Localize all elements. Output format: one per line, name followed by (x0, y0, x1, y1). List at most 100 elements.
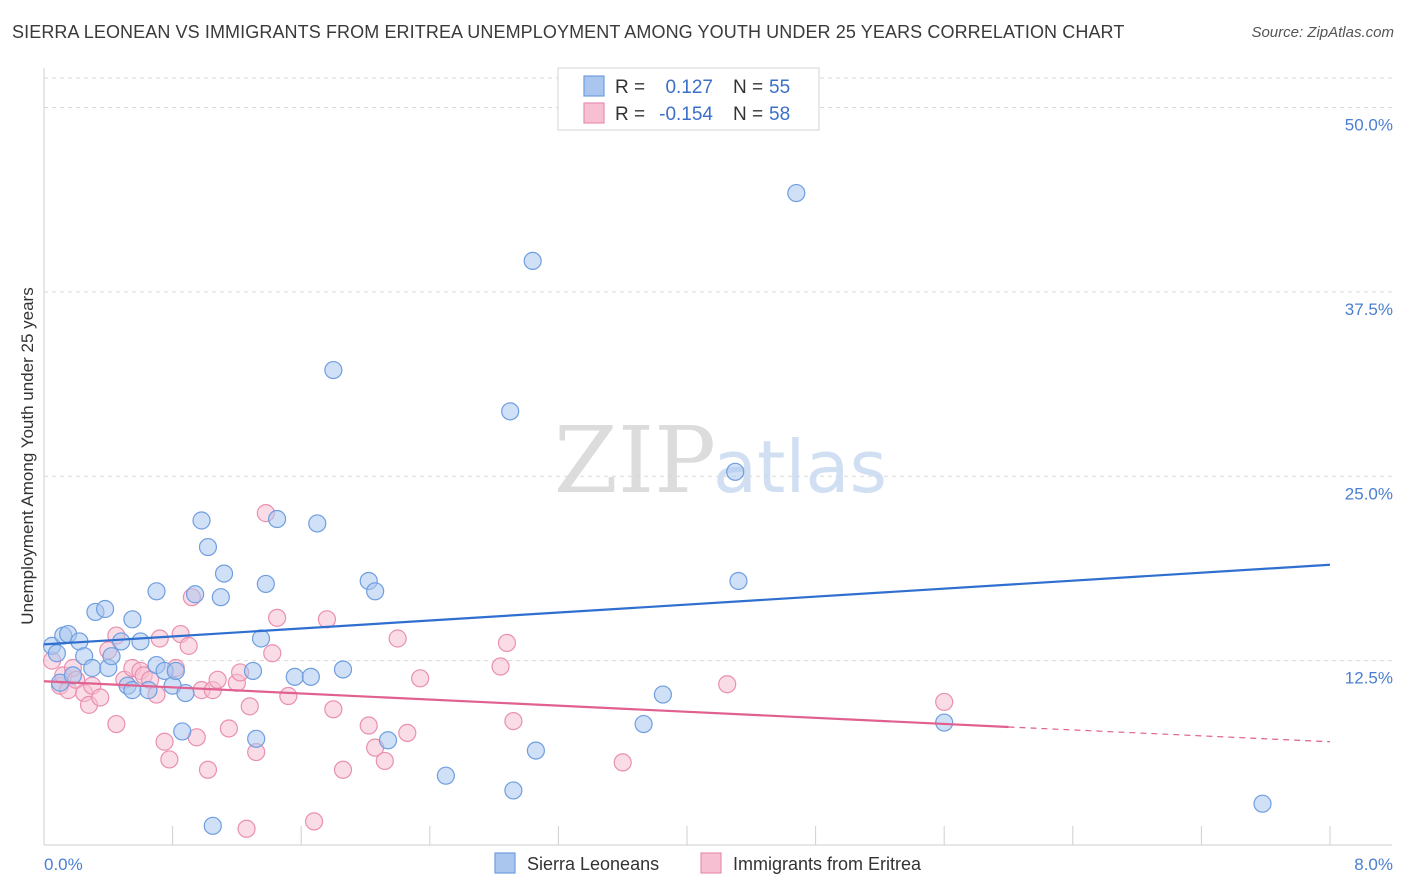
sierra-leonean-point (95, 599, 115, 619)
eritrea-point (179, 636, 198, 655)
eritrea-point (388, 629, 407, 648)
eritrea-point (375, 751, 394, 771)
legend-n-value-pink: 58 (769, 104, 790, 125)
eritrea-point (208, 670, 227, 689)
eritrea-point (411, 669, 430, 688)
eritrea-point (263, 644, 282, 663)
legend-r-label-pink: R = (615, 104, 645, 125)
sierra-leonean-point (243, 661, 263, 681)
sierra-leonean-point (366, 582, 385, 601)
eritrea-point (107, 714, 126, 734)
eritrea-point (333, 760, 353, 779)
sierra-leonean-point (173, 722, 192, 741)
bottom-legend-label-pink: Immigrants from Eritrea (733, 854, 922, 874)
sierra-leonean-point (634, 714, 653, 734)
y-tick-label: 50.0% (1345, 116, 1393, 135)
sierra-leonean-point (1253, 794, 1272, 813)
sierra-leonean-point (436, 766, 455, 785)
eritrea-point (160, 750, 179, 769)
sierra-leonean-point (147, 582, 166, 601)
eritrea-point (718, 675, 737, 694)
axes (43, 68, 1392, 846)
eritrea-point (497, 633, 517, 653)
legend-n-label-blue: N = (733, 77, 763, 98)
eritrea-point (613, 753, 632, 772)
sierra-leonean-point (131, 632, 150, 651)
legend-swatch-blue (583, 75, 605, 97)
sierra-leonean-point (63, 666, 83, 685)
watermark-zip: ZIP (554, 407, 716, 514)
bottom-legend-swatch-pink (700, 852, 722, 874)
sierra-leonean-point (247, 729, 266, 748)
sierra-leonean-point (267, 509, 287, 529)
bottom-legend-swatch-blue (494, 852, 516, 874)
eritrea-point (491, 657, 510, 676)
sierra-leonean-point (123, 610, 142, 629)
sierra-leonean-point (112, 632, 131, 651)
series-sierra-leoneans-points (42, 183, 1272, 835)
y-tick-label: 12.5% (1345, 669, 1393, 688)
sierra-leonean-point (301, 667, 320, 686)
y-axis-label: Unemployment Among Youth under 25 years (18, 287, 37, 624)
sierra-leonean-point (526, 741, 545, 760)
legend-r-value-pink: -0.154 (659, 104, 713, 125)
eritrea-point (198, 760, 218, 779)
sierra-leonean-point (139, 681, 158, 700)
eritrea-point (279, 686, 298, 706)
eritrea-point (91, 688, 110, 707)
x-tick-label: 0.0% (44, 855, 83, 874)
sierra-leonean-point (324, 360, 343, 380)
sierra-leonean-point (102, 647, 121, 666)
eritrea-point (398, 723, 417, 743)
sierra-leonean-point (192, 511, 211, 530)
legend-r-value-blue: 0.127 (665, 77, 713, 98)
trend-line-sierra-leoneans (43, 563, 1331, 646)
eritrea-point (240, 697, 259, 716)
y-tick-label: 37.5% (1345, 300, 1393, 319)
eritrea-point (504, 711, 523, 731)
sierra-leonean-point (308, 514, 327, 533)
sierra-leonean-point (378, 731, 398, 750)
sierra-leonean-point (787, 183, 806, 203)
chart-title: SIERRA LEONEAN VS IMMIGRANTS FROM ERITRE… (12, 22, 1125, 42)
sierra-leonean-point (285, 667, 304, 686)
eritrea-point (935, 692, 954, 712)
eritrea-point (237, 819, 256, 838)
legend-r-label-blue: R = (615, 77, 645, 98)
sierra-leonean-point (501, 402, 520, 421)
sierra-leonean-point (256, 574, 275, 594)
trend-line-eritrea-dashed (1008, 726, 1331, 743)
sierra-leonean-point (726, 462, 745, 481)
eritrea-point (155, 732, 174, 751)
trend-line-eritrea (43, 680, 1009, 729)
legend-n-label-pink: N = (733, 104, 763, 125)
x-tick-label: 8.0% (1354, 855, 1393, 874)
sierra-leonean-point (333, 660, 353, 679)
sierra-leonean-point (198, 537, 218, 557)
bottom-legend: Sierra Leoneans Immigrants from Eritrea (494, 852, 922, 874)
eritrea-point (324, 700, 343, 719)
sierra-leonean-point (214, 564, 234, 583)
y-tick-label: 25.0% (1345, 484, 1393, 503)
sierra-leonean-point (523, 251, 542, 270)
trend-lines (43, 563, 1331, 743)
sierra-leonean-point (653, 685, 672, 704)
sierra-leonean-point (211, 588, 230, 607)
watermark: ZIP atlas (554, 407, 887, 514)
source-label: Source: ZipAtlas.com (1251, 24, 1394, 41)
sierra-leonean-point (504, 781, 523, 800)
eritrea-point (359, 716, 378, 735)
sierra-leonean-point (729, 571, 748, 591)
eritrea-point (304, 812, 324, 831)
x-tick-labels: 0.0% 8.0% (44, 855, 1393, 874)
sierra-leonean-point (47, 644, 66, 663)
legend-swatch-pink (583, 102, 605, 124)
sierra-leonean-point (203, 816, 222, 835)
y-tick-labels: 12.5% 25.0% 37.5% 50.0% (1345, 116, 1393, 688)
sierra-leonean-point (83, 658, 102, 678)
eritrea-point (317, 610, 337, 629)
bottom-legend-label-blue: Sierra Leoneans (527, 854, 659, 874)
sierra-leonean-point (166, 661, 185, 681)
sierra-leonean-point (186, 585, 205, 604)
